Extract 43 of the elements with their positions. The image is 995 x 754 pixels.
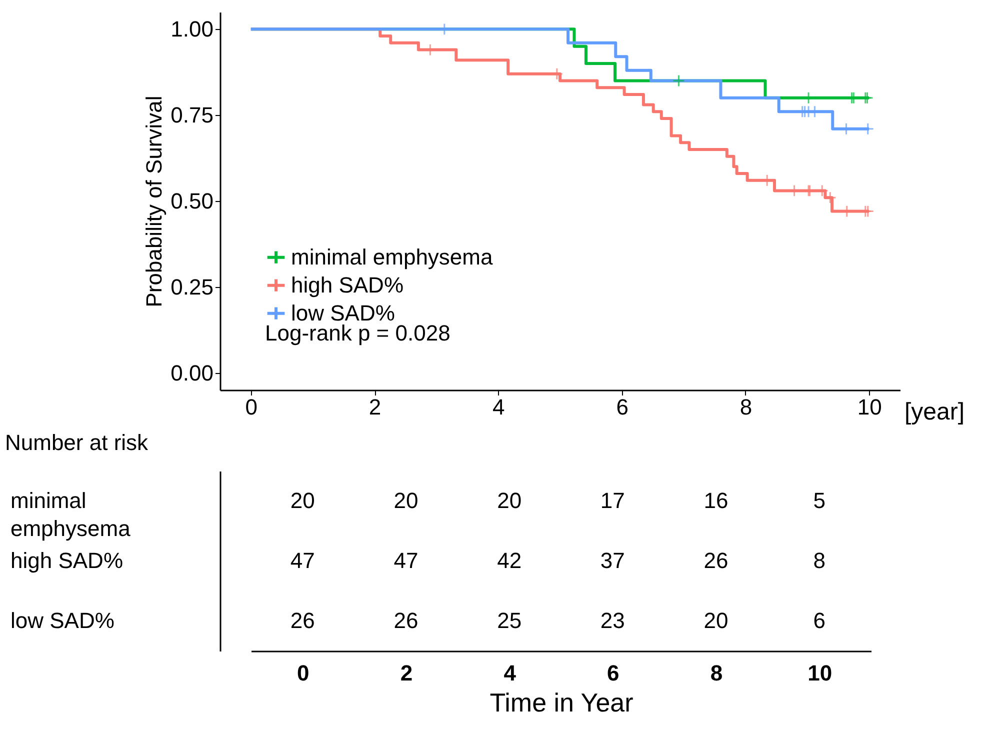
x-tick-label: 8 — [710, 660, 723, 686]
chart-title: Number at risk — [5, 430, 150, 455]
x-tick-label: 2 — [368, 394, 382, 420]
data-label: 16 — [704, 488, 728, 513]
data-label: 20 — [497, 488, 522, 513]
data-label: 20 — [394, 488, 418, 513]
x-tick-label: 2 — [400, 660, 413, 686]
data-label: 47 — [290, 548, 315, 573]
data-label: 20 — [290, 488, 315, 513]
x-tick-label: 10 — [857, 394, 882, 420]
x-tick-label: 6 — [607, 660, 620, 686]
data-label: 23 — [600, 608, 625, 633]
legend-label: minimal emphysema — [291, 244, 494, 270]
y-tick-label: 0.25 — [170, 274, 214, 300]
y-axis-title: Probability of Survival — [142, 96, 167, 308]
x-tick-label: 6 — [616, 394, 628, 420]
data-label: 26 — [290, 608, 315, 633]
data-label: 6 — [813, 608, 826, 633]
data-label: 47 — [394, 548, 418, 573]
data-label: 37 — [600, 548, 625, 573]
y-tick-label: 0.50 — [170, 188, 214, 214]
y-tick-label: high SAD% — [10, 548, 124, 573]
legend-label: high SAD% — [291, 272, 404, 298]
x-tick-label: 10 — [808, 660, 832, 686]
data-label: 5 — [813, 488, 826, 513]
x-axis-title: [year] — [904, 398, 965, 426]
y-tick-label: 0.75 — [170, 102, 214, 128]
x-tick-label: 8 — [740, 394, 752, 420]
data-label: 17 — [600, 488, 625, 513]
data-label: 20 — [704, 608, 728, 633]
y-tick-label: 1.00 — [170, 16, 214, 42]
x-axis-title: Time in Year — [490, 688, 634, 718]
x-tick-label: 0 — [245, 394, 258, 420]
data-label: 8 — [813, 548, 826, 573]
y-tick-label: low SAD% — [10, 608, 114, 633]
x-tick-label: 4 — [504, 660, 517, 686]
data-label: 26 — [704, 548, 728, 573]
data-label: 42 — [497, 548, 522, 573]
data-label: 26 — [394, 608, 418, 633]
data-label: 25 — [497, 608, 522, 633]
y-tick-label: 0.00 — [170, 360, 214, 386]
x-tick-label: 0 — [297, 660, 310, 686]
x-tick-label: 4 — [492, 394, 505, 420]
